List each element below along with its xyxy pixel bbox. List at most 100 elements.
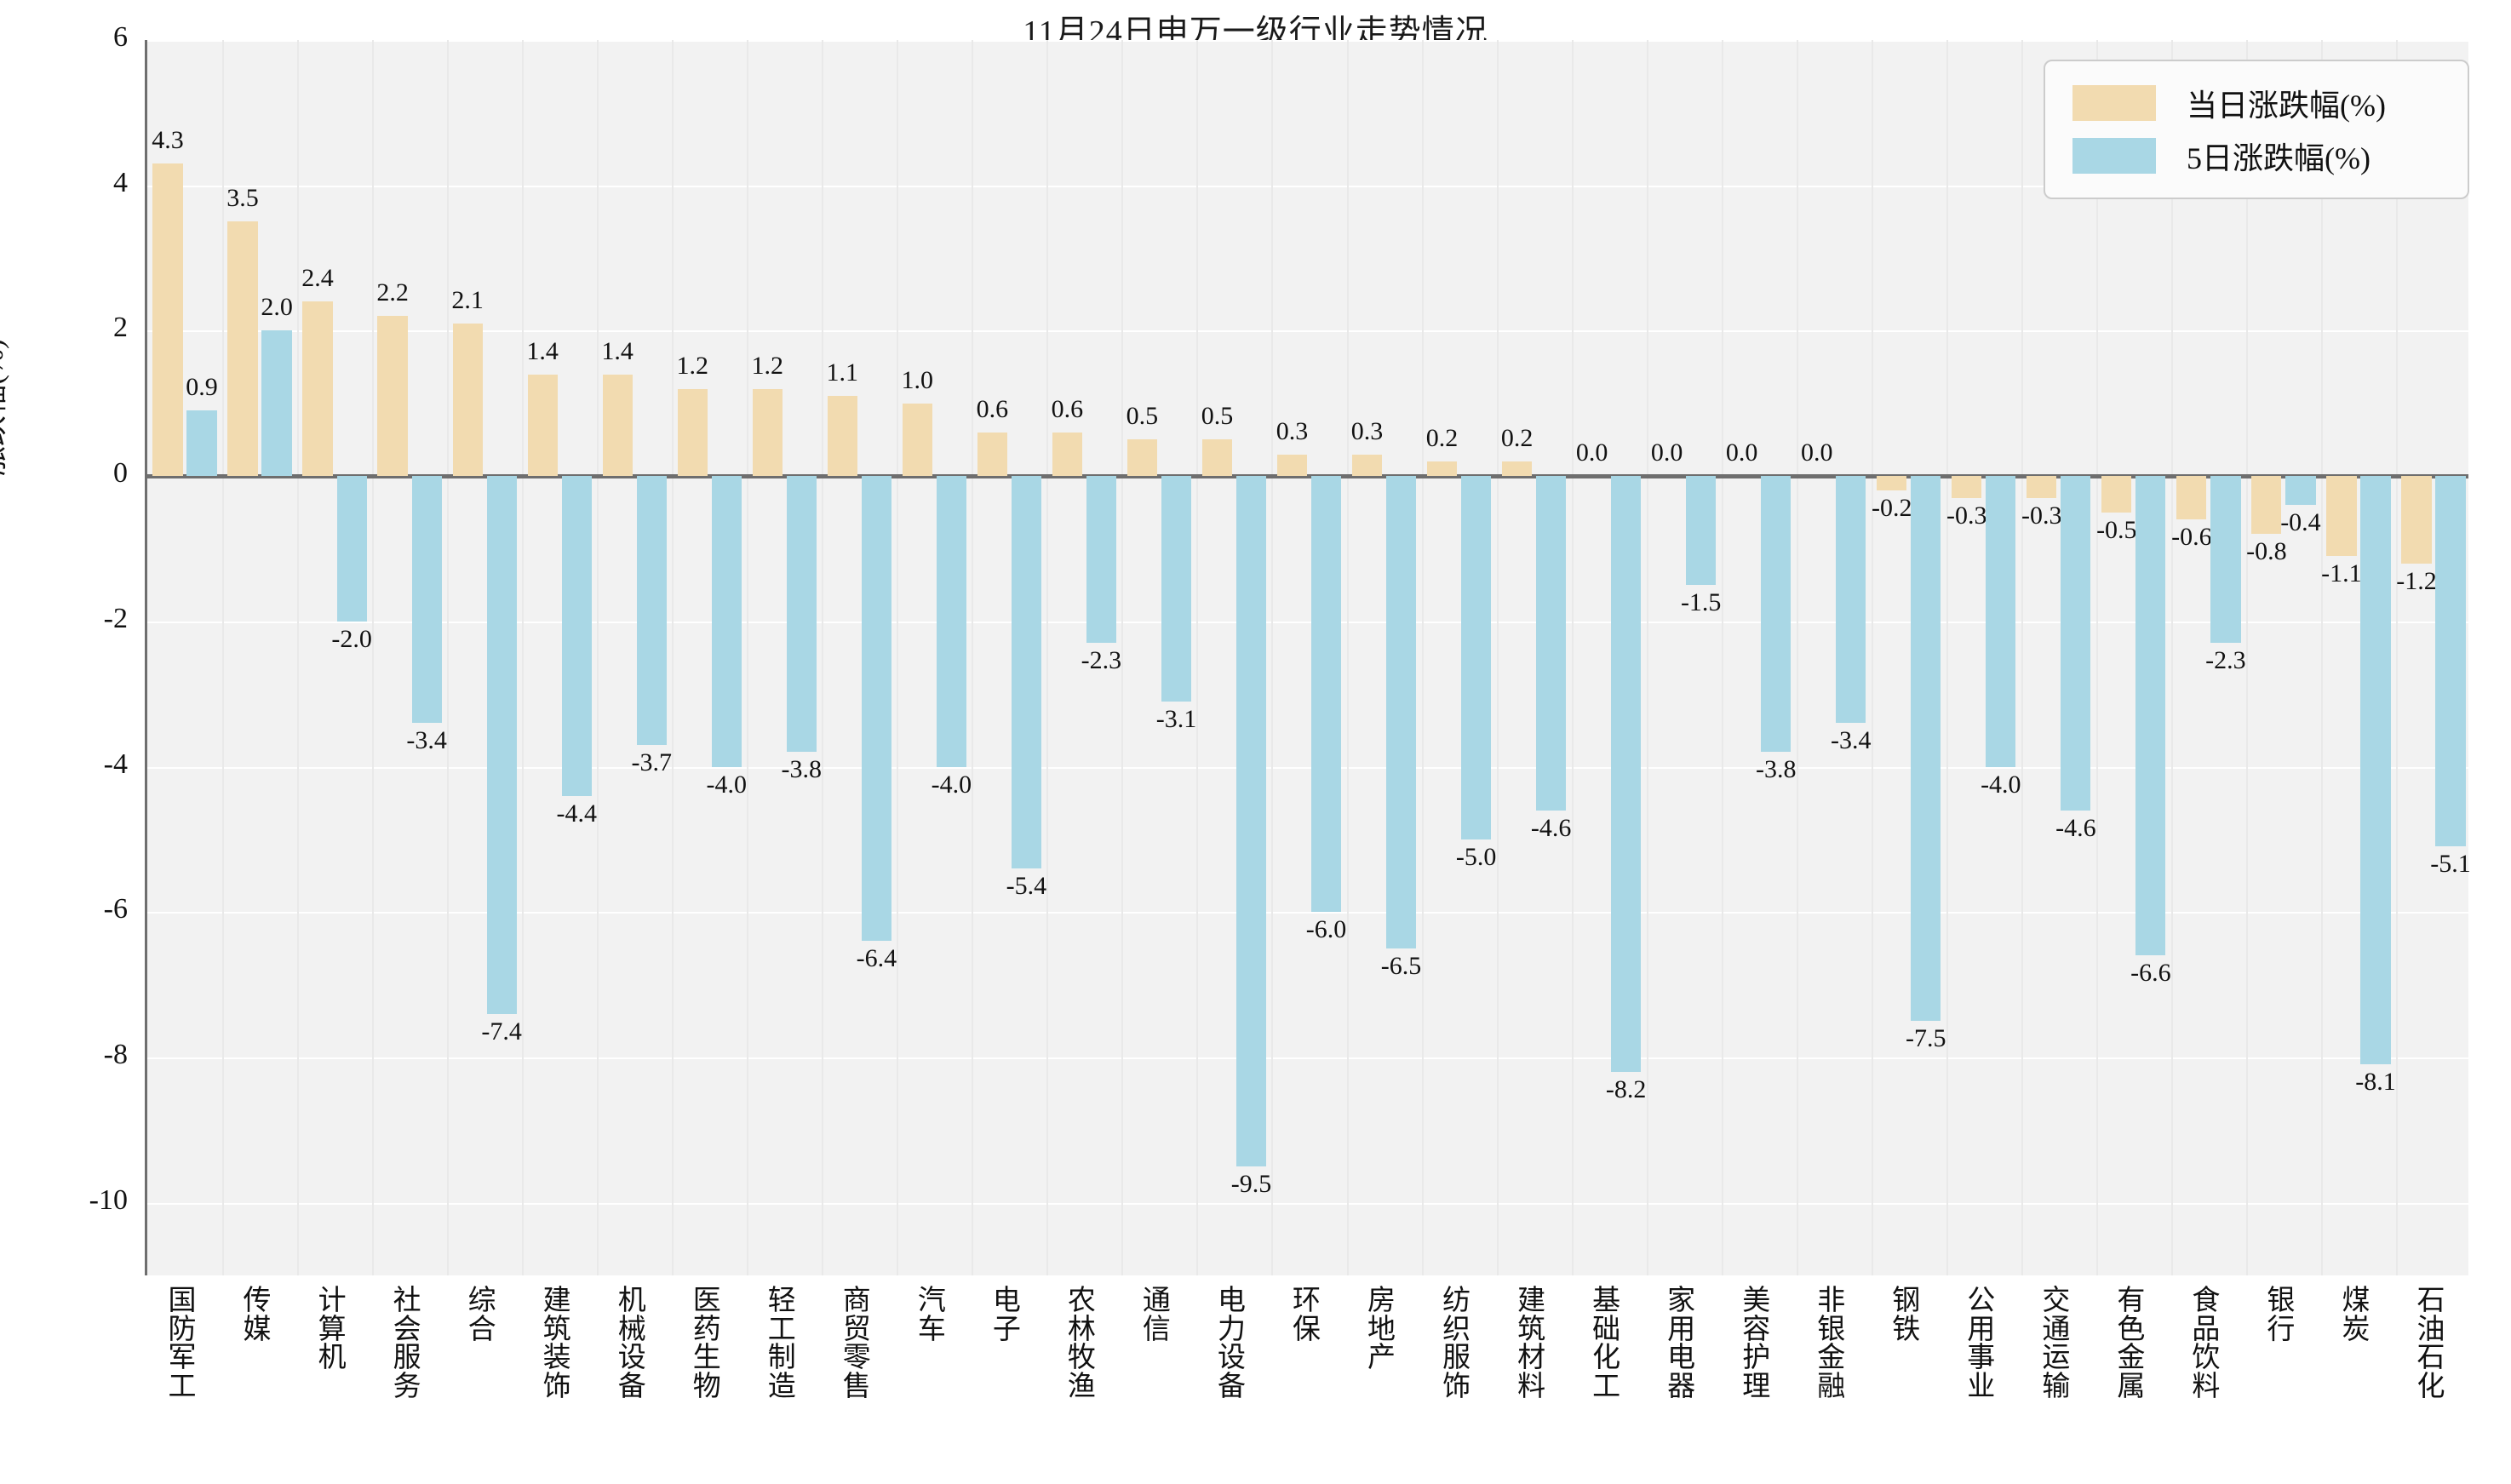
bar[interactable] [227,221,258,477]
bar-value-label: -3.4 [1831,726,1872,755]
bar[interactable] [1460,476,1492,839]
y-axis-tick: 0 [113,457,128,490]
bar[interactable] [1501,461,1533,477]
bar[interactable] [602,374,633,477]
gridline-vertical [597,40,599,1275]
bar[interactable] [1385,476,1417,948]
bar[interactable] [261,330,292,477]
bar[interactable] [2210,476,2241,644]
bar[interactable] [411,476,442,724]
bar-value-label: 1.4 [601,336,633,365]
bar[interactable] [2360,476,2391,1065]
bar[interactable] [861,476,891,942]
bar[interactable] [486,476,517,1014]
gridline-vertical [1796,40,1798,1275]
bar[interactable] [1536,476,1567,811]
bar[interactable] [302,301,333,477]
gridline-vertical [747,40,749,1275]
bar[interactable] [711,476,742,767]
bar[interactable] [636,476,667,745]
bar[interactable] [1127,439,1157,477]
bar[interactable] [1686,476,1717,586]
y-axis-tick: -6 [103,893,128,925]
x-axis-tick: 传媒 [243,1286,272,1345]
legend-item-1[interactable]: 5日涨跌幅(%) [2059,129,2454,182]
bar[interactable] [2176,476,2207,520]
bar-value-label: -4.0 [1981,770,2021,799]
bar-value-label: -5.0 [1455,842,1497,871]
bar[interactable] [2251,476,2282,535]
bar[interactable] [902,403,932,477]
x-axis-tick: 公用事业 [1967,1286,1996,1402]
bar[interactable] [527,374,558,477]
bar-value-label: -2.3 [1081,646,1122,675]
bar[interactable] [1011,476,1041,868]
bar[interactable] [377,316,408,477]
y-axis-tick: 6 [113,21,128,53]
x-axis-tick: 非银金融 [1817,1286,1846,1402]
bar[interactable] [561,476,592,796]
bar[interactable] [1310,476,1342,913]
gridline-vertical [2170,40,2173,1275]
bar[interactable] [186,410,217,477]
x-axis-tick: 计算机 [318,1286,347,1374]
gridline-vertical [972,40,974,1275]
bar[interactable] [1086,476,1117,644]
x-axis-tick: 汽车 [917,1286,946,1345]
bar[interactable] [452,323,483,477]
legend-item-0[interactable]: 当日涨跌幅(%) [2059,77,2454,129]
x-axis-tick: 社会服务 [393,1286,421,1402]
bar[interactable] [1201,439,1233,477]
legend: 当日涨跌幅(%) 5日涨跌幅(%) [2044,60,2469,199]
gridline-vertical [1946,40,1948,1275]
bar[interactable] [977,432,1007,477]
bar[interactable] [1276,454,1308,477]
bar-value-label: 2.0 [261,293,293,322]
bar[interactable] [1426,461,1458,477]
bar[interactable] [1351,454,1383,477]
bar[interactable] [336,476,367,622]
gridline-vertical [297,40,300,1275]
bar[interactable] [2401,476,2432,564]
x-axis-tick: 钢铁 [1892,1286,1921,1345]
bar[interactable] [752,388,783,477]
gridline-vertical [372,40,375,1275]
bar[interactable] [827,396,857,477]
bar-value-label: 0.0 [1650,438,1683,467]
x-axis-tick: 房地产 [1367,1286,1396,1374]
x-axis-tick: 建筑装饰 [542,1286,571,1402]
bar[interactable] [2435,476,2466,847]
bar[interactable] [786,476,817,753]
bar[interactable] [2027,476,2057,498]
bar[interactable] [1761,476,1792,753]
plot-area: 4.3 0.9 3.5 2.0 2.4 -2.0 2.2 -3.4 2.1 -7.4 1.4 -4.4… [145,40,2471,1275]
bar[interactable] [2285,476,2316,506]
bar[interactable] [1952,476,1982,498]
bar-value-label: -6.6 [2130,959,2171,988]
x-axis-tick: 纺织服饰 [1442,1286,1471,1402]
bar[interactable] [152,163,183,477]
bar[interactable] [2101,476,2132,513]
bar[interactable] [1235,476,1267,1166]
bar[interactable] [1052,432,1082,477]
bar[interactable] [677,388,708,477]
bar[interactable] [1911,476,1941,1022]
bar[interactable] [1161,476,1192,702]
bar[interactable] [2135,476,2166,956]
bar[interactable] [2326,476,2357,556]
gridline [147,621,2468,623]
bar-value-label: -0.3 [1946,501,1987,530]
x-axis-tick: 农林牧渔 [1067,1286,1096,1402]
bar-value-label: 0.2 [1425,424,1459,453]
bar[interactable] [1611,476,1642,1072]
gridline-vertical [2095,40,2098,1275]
bar[interactable] [2061,476,2091,811]
bar[interactable] [936,476,966,767]
bar[interactable] [1877,476,1907,491]
bar[interactable] [1986,476,2016,767]
bar-value-label: 3.5 [226,184,259,213]
bar-value-label: -4.6 [2055,813,2096,842]
bar-value-label: -1.5 [1680,588,1722,617]
bar[interactable] [1836,476,1866,724]
